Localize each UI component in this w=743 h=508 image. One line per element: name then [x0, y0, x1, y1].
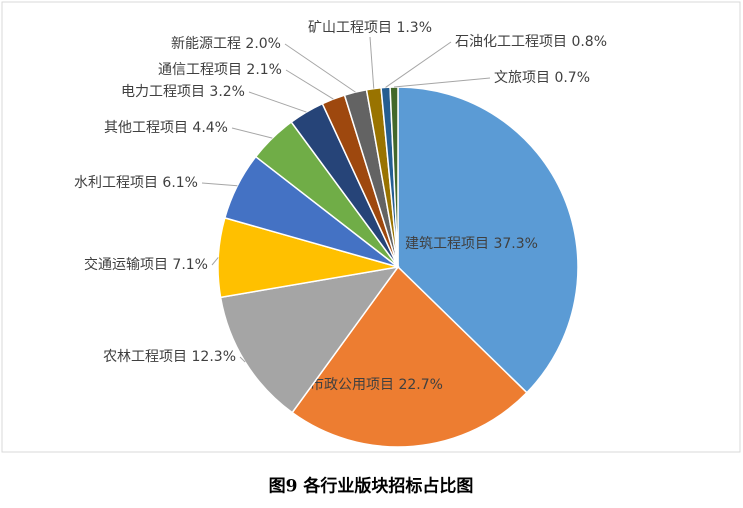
label-value: 0.8%: [571, 34, 607, 50]
data-label: 交通运输项目 7.1%: [84, 256, 208, 273]
label-value: 2.0%: [245, 36, 281, 52]
label-value: 1.3%: [396, 20, 432, 36]
leader-line: [201, 182, 238, 187]
data-label: 电力工程项目 3.2%: [121, 84, 245, 100]
label-value: 0.7%: [554, 70, 590, 86]
data-label: 农林工程项目 12.3%: [103, 349, 236, 365]
data-label: 市政公用项目 22.7%: [310, 376, 443, 393]
label-value: 22.7%: [398, 377, 442, 393]
label-category: 农林工程项目: [103, 349, 187, 365]
leader-line: [369, 36, 375, 89]
leader-line: [231, 127, 273, 139]
data-label: 通信工程项目 2.1%: [158, 62, 282, 78]
label-category: 电力工程项目: [121, 84, 205, 100]
label-category: 文旅项目: [494, 70, 550, 86]
leader-line: [393, 77, 491, 88]
leader-line: [385, 41, 452, 88]
label-category: 市政公用项目: [310, 376, 394, 393]
label-category: 水利工程项目: [74, 175, 158, 191]
label-category: 矿山工程项目: [308, 20, 392, 36]
label-value: 3.2%: [209, 84, 245, 100]
label-category: 石油化工工程项目: [455, 34, 567, 50]
data-label: 石油化工工程项目 0.8%: [455, 34, 607, 50]
label-category: 其他工程项目: [104, 120, 188, 136]
data-label: 其他工程项目 4.4%: [104, 120, 228, 136]
data-label: 矿山工程项目 1.3%: [308, 20, 432, 36]
pie-slice: [219, 265, 400, 414]
label-category: 建筑工程项目: [405, 236, 489, 252]
pie-slice: [397, 86, 579, 394]
leader-line: [239, 356, 246, 363]
chart-title: 图9 各行业版块招标占比图: [269, 476, 474, 497]
data-label: 水利工程项目 6.1%: [74, 175, 198, 191]
leader-line: [211, 257, 219, 266]
label-value: 4.4%: [192, 120, 228, 136]
label-value: 2.1%: [246, 62, 282, 78]
data-label: 新能源工程 2.0%: [171, 36, 281, 52]
label-category: 通信工程项目: [158, 62, 242, 78]
label-value: 37.3%: [493, 236, 537, 252]
label-category: 交通运输项目: [84, 256, 168, 273]
leader-line: [284, 43, 356, 93]
label-value: 7.1%: [172, 257, 208, 273]
leader-line: [285, 69, 334, 100]
label-category: 新能源工程: [171, 36, 241, 52]
label-value: 6.1%: [162, 175, 198, 191]
data-label: 建筑工程项目 37.3%: [405, 236, 538, 252]
leader-line: [248, 91, 307, 113]
label-value: 12.3%: [192, 349, 236, 365]
data-label: 文旅项目 0.7%: [494, 70, 590, 86]
pie-slice: [291, 265, 528, 448]
